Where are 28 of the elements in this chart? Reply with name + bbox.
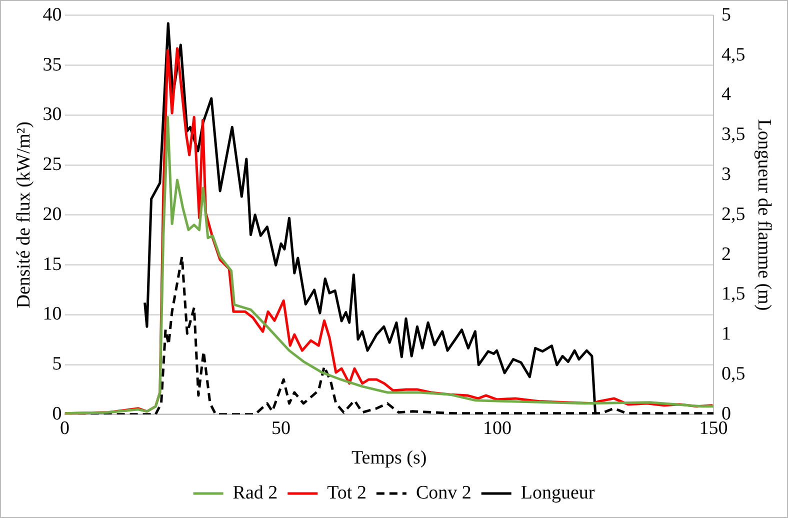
y-tick-label: 40 bbox=[42, 4, 62, 26]
y-tick-label: 0 bbox=[52, 403, 62, 424]
legend-label: Tot 2 bbox=[327, 482, 366, 504]
x-axis-title: Temps (s) bbox=[352, 448, 427, 469]
x-tick-label: 50 bbox=[272, 418, 291, 439]
y-tick-label: 30 bbox=[42, 104, 62, 126]
x-tick-label: 100 bbox=[482, 418, 512, 439]
y-axis-title: Densité de flux (kW/m²) bbox=[13, 122, 34, 308]
y2-tick-label: 5 bbox=[721, 4, 731, 26]
y-tick-label: 20 bbox=[42, 204, 62, 225]
y2-tick-label: 1 bbox=[721, 324, 731, 345]
y-tick-label: 15 bbox=[42, 254, 62, 275]
y-tick-label: 35 bbox=[42, 54, 62, 76]
y2-tick-label: 4,5 bbox=[721, 44, 746, 66]
y-tick-label: 25 bbox=[42, 154, 62, 176]
y2-tick-label: 3,5 bbox=[721, 124, 746, 146]
y2-tick-label: 1,5 bbox=[721, 284, 746, 305]
y-tick-label: 5 bbox=[52, 354, 62, 375]
y2-tick-label: 4 bbox=[721, 84, 732, 106]
legend-label: Rad 2 bbox=[232, 482, 278, 504]
y-tick-label: 10 bbox=[42, 304, 62, 325]
y2-axis-title: Longueur de flamme (m) bbox=[754, 119, 775, 311]
legend-label: Longueur bbox=[520, 482, 596, 504]
y2-tick-label: 0,5 bbox=[721, 363, 746, 384]
y2-tick-label: 2 bbox=[721, 244, 731, 265]
y2-tick-label: 2,5 bbox=[721, 204, 746, 225]
y2-tick-label: 3 bbox=[721, 164, 731, 185]
legend-label: Conv 2 bbox=[416, 482, 472, 504]
